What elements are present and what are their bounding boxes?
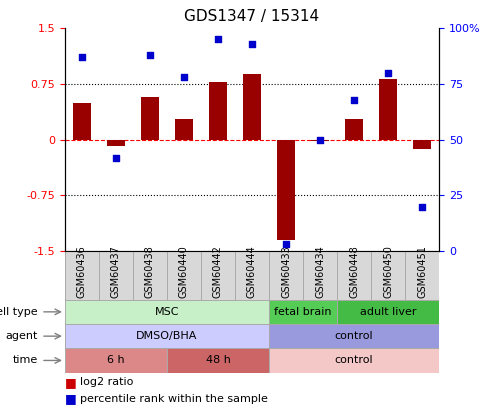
Text: agent: agent (5, 331, 37, 341)
Text: DMSO/BHA: DMSO/BHA (136, 331, 198, 341)
Text: GSM60433: GSM60433 (281, 246, 291, 298)
Point (418, 203, 426, 210)
Point (384, 70, 392, 76)
Bar (65, 324, 269, 348)
Bar (413, 140, 432, 149)
Bar (269, 300, 337, 324)
Bar (276, 140, 295, 240)
Text: percentile rank within the sample: percentile rank within the sample (80, 394, 268, 403)
Bar (72, 102, 91, 140)
Text: GSM60442: GSM60442 (213, 245, 223, 298)
Text: 48 h: 48 h (206, 356, 231, 365)
Point (282, 241, 290, 247)
Text: fetal brain: fetal brain (274, 307, 332, 317)
Text: GSM60438: GSM60438 (145, 246, 155, 298)
Point (350, 96, 358, 103)
Text: control: control (335, 331, 373, 341)
Text: control: control (335, 356, 373, 365)
Bar (141, 97, 159, 140)
Point (180, 74, 188, 81)
Bar (379, 79, 397, 140)
Bar (107, 140, 125, 146)
Point (112, 154, 120, 161)
Text: time: time (12, 356, 37, 365)
Point (78, 54, 86, 60)
Text: GSM60440: GSM60440 (179, 246, 189, 298)
Bar (65, 251, 439, 300)
Bar (269, 348, 439, 373)
Bar (243, 75, 261, 140)
Bar (167, 348, 269, 373)
Text: MSC: MSC (155, 307, 179, 317)
Bar (269, 324, 439, 348)
Bar (65, 348, 167, 373)
Text: GSM60437: GSM60437 (111, 245, 121, 298)
Bar (311, 140, 329, 141)
Text: GSM60448: GSM60448 (349, 246, 359, 298)
Text: ■: ■ (65, 392, 77, 405)
Bar (345, 119, 363, 140)
Text: GSM60450: GSM60450 (383, 245, 393, 298)
Point (146, 52, 154, 58)
Title: GDS1347 / 15314: GDS1347 / 15314 (185, 9, 319, 24)
Text: adult liver: adult liver (360, 307, 416, 317)
Text: GSM60436: GSM60436 (77, 246, 87, 298)
Text: ■: ■ (65, 376, 77, 389)
Bar (65, 300, 269, 324)
Bar (209, 82, 228, 140)
Point (248, 40, 256, 47)
Bar (175, 119, 193, 140)
Text: 6 h: 6 h (107, 356, 125, 365)
Point (214, 36, 222, 43)
Bar (337, 300, 439, 324)
Text: GSM60444: GSM60444 (247, 246, 257, 298)
Text: GSM60434: GSM60434 (315, 246, 325, 298)
Text: log2 ratio: log2 ratio (80, 377, 133, 387)
Point (316, 136, 324, 143)
Text: GSM60451: GSM60451 (417, 245, 427, 298)
Text: cell type: cell type (0, 307, 37, 317)
